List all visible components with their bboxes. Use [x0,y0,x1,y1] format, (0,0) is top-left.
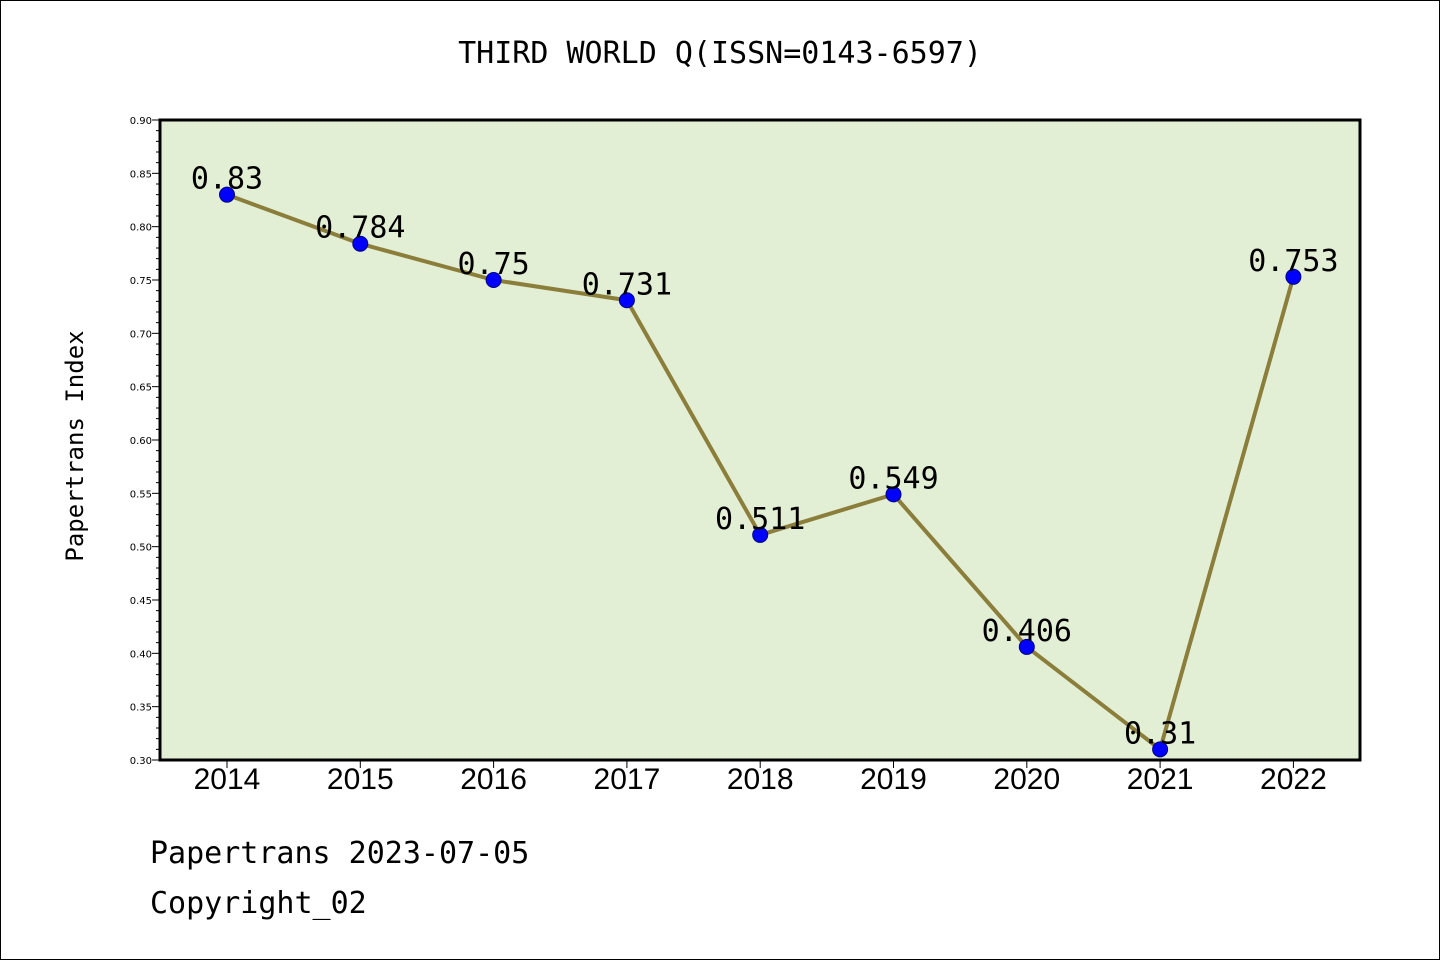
y-axis: 0.30 0.35 0.40 0.45 0.50 0.55 0.60 0.65 0.70 0.75… [130,116,160,767]
data-point-marker [618,292,635,309]
data-points [219,186,1302,758]
data-point-marker [485,272,502,288]
data-label: 0.83 [191,162,263,197]
y-tick-label: 0.90 [130,116,152,127]
data-label: 0.31 [1124,716,1196,751]
data-label: 0.511 [715,502,805,537]
chart-title: THIRD WORLD Q(ISSN=0143-6597) [458,36,982,71]
plot-border [158,118,1362,762]
x-tick-label: 2019 [860,763,927,796]
x-tick-label: 2017 [594,763,661,796]
x-axis: 2014 2015 2016 2017 2018 2019 2020 2021 2022 [194,760,1327,796]
data-label: 0.731 [582,267,672,302]
data-point-marker [1018,638,1035,655]
data-point-marker [752,526,769,543]
y-tick-label: 0.65 [130,383,152,394]
data-label: 0.549 [848,461,938,496]
data-point-marker [352,235,369,252]
data-point-marker [885,486,902,503]
footer-date: Papertrans 2023-07-05 [150,836,530,871]
x-tick-label: 2022 [1260,763,1327,796]
y-tick-label: 0.45 [130,596,152,607]
x-tick-label: 2016 [460,763,527,796]
data-label: 0.784 [315,211,405,246]
y-tick-label: 0.80 [130,223,152,234]
data-label: 0.75 [457,247,529,282]
y-tick-label: 0.85 [130,169,152,180]
x-tick-label: 2014 [194,763,261,796]
y-tick-label: 0.75 [130,276,152,287]
y-tick-label: 0.60 [130,436,152,447]
x-tick-label: 2015 [327,763,394,796]
y-tick-label: 0.55 [130,489,152,500]
y-tick-label: 0.30 [130,756,152,767]
footer-copyright: Copyright_02 [150,886,367,921]
data-point-marker [219,186,235,203]
x-tick-label: 2018 [727,763,794,796]
y-tick-label: 0.70 [130,329,152,340]
x-tick-label: 2020 [993,763,1060,796]
plot-area [160,120,1360,760]
y-tick-label: 0.40 [130,649,152,660]
data-point-marker [1285,268,1302,285]
x-tick-label: 2021 [1127,763,1194,796]
data-point-marker [1152,741,1169,758]
data-labels: 0.83 0.784 0.75 0.731 0.511 0.549 0.406 0.31 0.7… [191,162,1339,752]
data-label: 0.406 [982,614,1072,649]
y-tick-label: 0.35 [130,703,152,714]
data-label: 0.753 [1248,244,1338,279]
y-tick-label: 0.50 [130,543,152,554]
